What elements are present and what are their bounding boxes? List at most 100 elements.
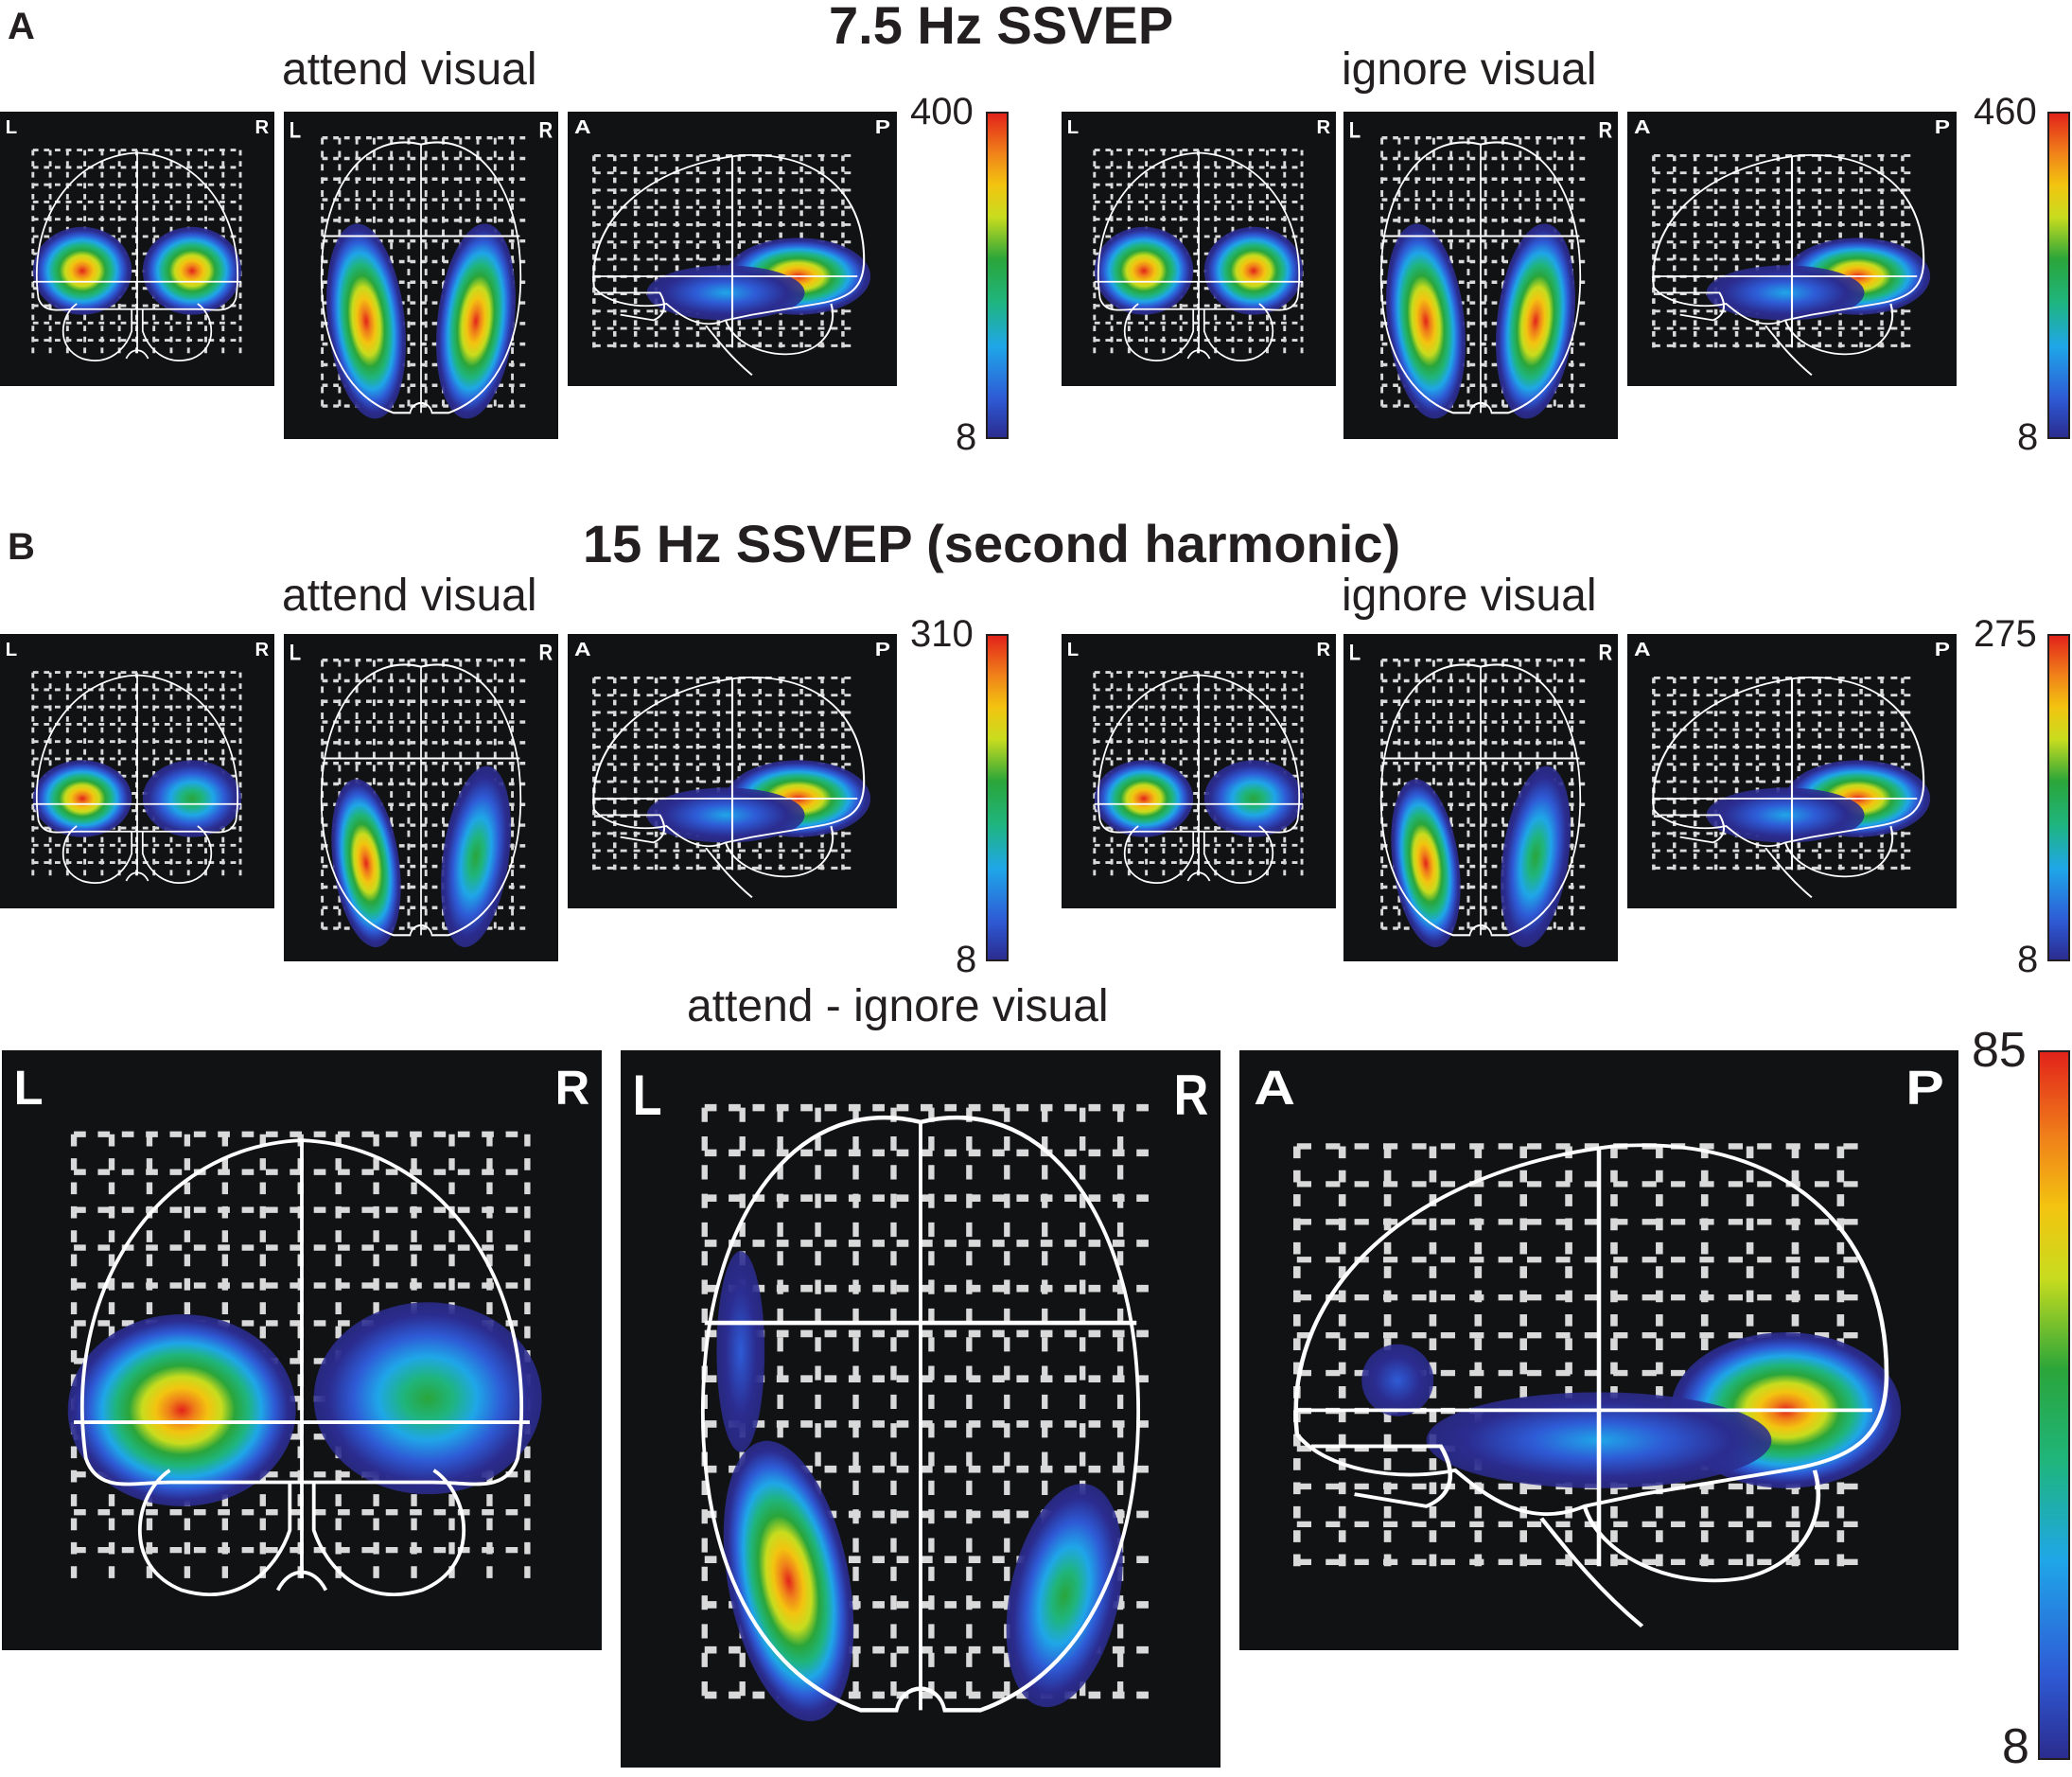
activation-blob	[67, 1313, 296, 1506]
panel-a-title: 7.5 Hz SSVEP	[829, 0, 1174, 55]
colorbar-difference-max: 85	[1972, 1023, 2027, 1078]
activation-blob	[646, 265, 805, 321]
activation-blob	[646, 787, 805, 843]
axial-left-orientation-label: L	[1349, 117, 1361, 143]
coronal-right-orientation-label: R	[255, 117, 270, 138]
brain-outline	[700, 1115, 1141, 1713]
activation-blob	[1006, 1483, 1123, 1708]
brain-outline	[1652, 153, 1925, 377]
sagittal-right-orientation-label: P	[1935, 116, 1950, 138]
colorbar-a-ignore-max: 460	[1974, 91, 2037, 132]
brain-outline	[592, 676, 866, 899]
activation-blob	[331, 779, 401, 948]
colorbar-difference-min: 8	[2002, 1719, 2029, 1774]
sagittal-left-orientation-label: A	[1634, 639, 1651, 660]
brain-outline	[592, 153, 866, 377]
brain-outline	[1094, 151, 1304, 361]
colorbar-difference	[2038, 1050, 2070, 1760]
activation-blob	[1203, 760, 1304, 837]
coronal-left-orientation-label: L	[6, 640, 17, 660]
coronal-left-orientation-label: L	[14, 1061, 44, 1115]
brain-outline	[320, 663, 522, 937]
brain-outline	[1652, 676, 1925, 899]
colorbar-b-ignore	[2047, 634, 2070, 961]
activation-blob	[142, 226, 242, 315]
axial-right-orientation-label: R	[1599, 640, 1613, 665]
brain-outline	[32, 674, 242, 884]
axial-right-orientation-label: R	[539, 117, 553, 143]
colorbar-a-attend-max: 400	[910, 91, 974, 132]
colorbar-b-attend-min: 8	[956, 939, 977, 980]
panel-b-ignore-label: ignore visual	[1342, 571, 1597, 621]
colorbar-b-ignore-max: 275	[1974, 613, 2037, 655]
panel-b-title: 15 Hz SSVEP (second harmonic)	[583, 514, 1401, 573]
coronal-right-orientation-label: R	[555, 1061, 590, 1115]
activation-blob	[142, 760, 242, 837]
activation-blob	[436, 223, 516, 419]
activation-blob	[1706, 265, 1865, 321]
panel-a-ignore-label: ignore visual	[1342, 44, 1597, 95]
activation-blob	[716, 1251, 765, 1452]
difference-title: attend - ignore visual	[687, 981, 1109, 1031]
brain-outline	[1094, 674, 1304, 884]
brain-outline	[1293, 1143, 1889, 1627]
panel-letter-a: A	[8, 6, 35, 47]
colorbar-a-ignore	[2047, 112, 2070, 439]
axial-left-orientation-label: L	[290, 640, 301, 665]
sagittal-right-orientation-label: P	[1935, 639, 1950, 660]
activation-blob	[1706, 787, 1865, 843]
sagittal-left-orientation-label: A	[574, 116, 591, 138]
sagittal-left-orientation-label: A	[574, 639, 591, 660]
activation-blob	[32, 226, 132, 315]
colorbar-a-ignore-min: 8	[2017, 416, 2039, 458]
activation-blob	[326, 223, 406, 419]
colorbar-a-attend	[986, 112, 1009, 439]
coronal-right-orientation-label: R	[255, 640, 270, 660]
axial-left-orientation-label: L	[633, 1063, 662, 1127]
activation-blob	[1094, 226, 1194, 315]
sagittal-right-orientation-label: P	[875, 116, 890, 138]
colorbar-b-attend	[986, 634, 1009, 961]
activation-blob	[32, 760, 132, 837]
coronal-right-orientation-label: R	[1317, 117, 1331, 138]
brain-outline	[1379, 141, 1582, 414]
activation-blob	[1203, 226, 1304, 315]
brain-outline	[74, 1138, 530, 1597]
coronal-left-orientation-label: L	[6, 117, 17, 138]
brain-outline	[1379, 663, 1582, 937]
sagittal-right-orientation-label: P	[875, 639, 890, 660]
brain-outline	[320, 141, 522, 414]
activation-blob	[1361, 1344, 1434, 1416]
activation-blob	[1391, 779, 1461, 948]
axial-right-orientation-label: R	[539, 640, 553, 665]
colorbar-b-attend-max: 310	[910, 613, 974, 655]
panel-b-attend-label: attend visual	[282, 571, 537, 621]
panel-letter-b: B	[8, 526, 35, 568]
activation-blob	[1094, 760, 1194, 837]
sagittal-right-orientation-label: P	[1905, 1061, 1944, 1115]
colorbar-a-attend-min: 8	[956, 416, 977, 458]
panel-a-attend-label: attend visual	[282, 44, 537, 95]
activation-blob	[313, 1302, 542, 1495]
sagittal-left-orientation-label: A	[1634, 116, 1651, 138]
coronal-left-orientation-label: L	[1067, 640, 1079, 660]
axial-right-orientation-label: R	[1599, 117, 1613, 143]
sagittal-left-orientation-label: A	[1254, 1061, 1295, 1115]
axial-right-orientation-label: R	[1174, 1063, 1209, 1127]
coronal-right-orientation-label: R	[1317, 640, 1331, 660]
axial-left-orientation-label: L	[1349, 640, 1361, 665]
axial-left-orientation-label: L	[290, 117, 301, 143]
